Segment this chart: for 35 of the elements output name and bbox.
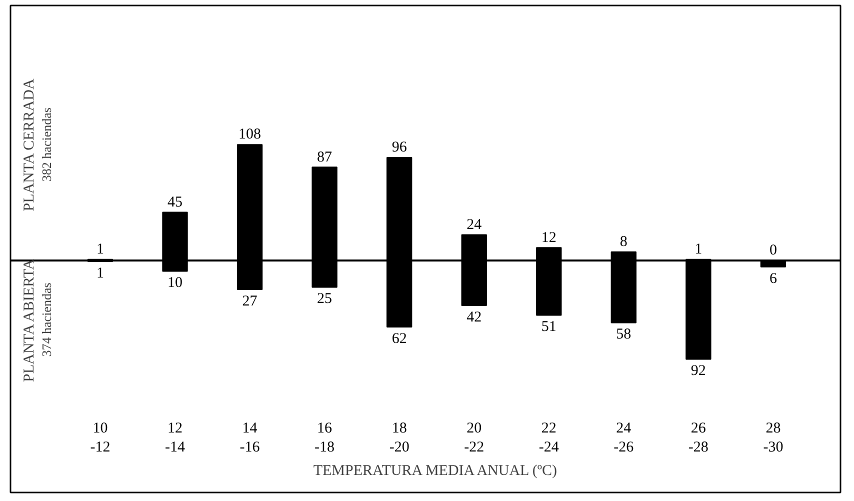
x-tick-label: 14 -16 [240, 420, 260, 456]
x-tick-label: 20 -22 [464, 420, 484, 456]
data-label: 108 [238, 126, 262, 143]
annotation: PLANTA CERRADA [22, 78, 38, 212]
annotation: 1 [96, 265, 104, 282]
data-label: 96 [392, 140, 408, 156]
annotation: 51 [541, 319, 556, 336]
annotation: 382 haciendas [38, 108, 54, 182]
annotation: PLANTA ABIERTA [22, 258, 38, 382]
data-label: 87 [317, 149, 333, 166]
data-label: 45 [168, 194, 183, 210]
annotation: 27 [242, 293, 258, 310]
data-label: 12 [541, 230, 556, 246]
annotation: 374 haciendas [38, 282, 54, 357]
data-label: 0 [769, 242, 777, 259]
annotation: 58 [616, 326, 632, 343]
x-tick-label: 26 -28 [688, 420, 708, 456]
x-tick-label: 16 -18 [314, 420, 335, 456]
annotation: 6 [769, 270, 778, 287]
x-axis-title: TEMPERATURA MEDIA ANUAL (ºC) [313, 462, 558, 479]
data-label: 24 [466, 216, 482, 233]
annotation: 92 [690, 363, 706, 380]
annotation: 10 [168, 275, 183, 292]
data-label: 8 [620, 234, 628, 250]
annotation: 42 [466, 309, 482, 326]
x-tick-label: 28 -30 [763, 420, 784, 456]
data-label: 1 [96, 242, 104, 258]
x-tick-label: 24 -26 [614, 420, 634, 456]
x-tick-label: 10 -12 [90, 420, 110, 456]
x-tick-label: 22 -24 [538, 420, 560, 456]
x-tick-label: 18 -20 [389, 420, 410, 456]
annotation: 25 [317, 291, 332, 308]
annotation: 62 [392, 330, 407, 347]
x-tick-label: 12 -14 [165, 420, 186, 456]
data-label: 1 [694, 242, 702, 258]
